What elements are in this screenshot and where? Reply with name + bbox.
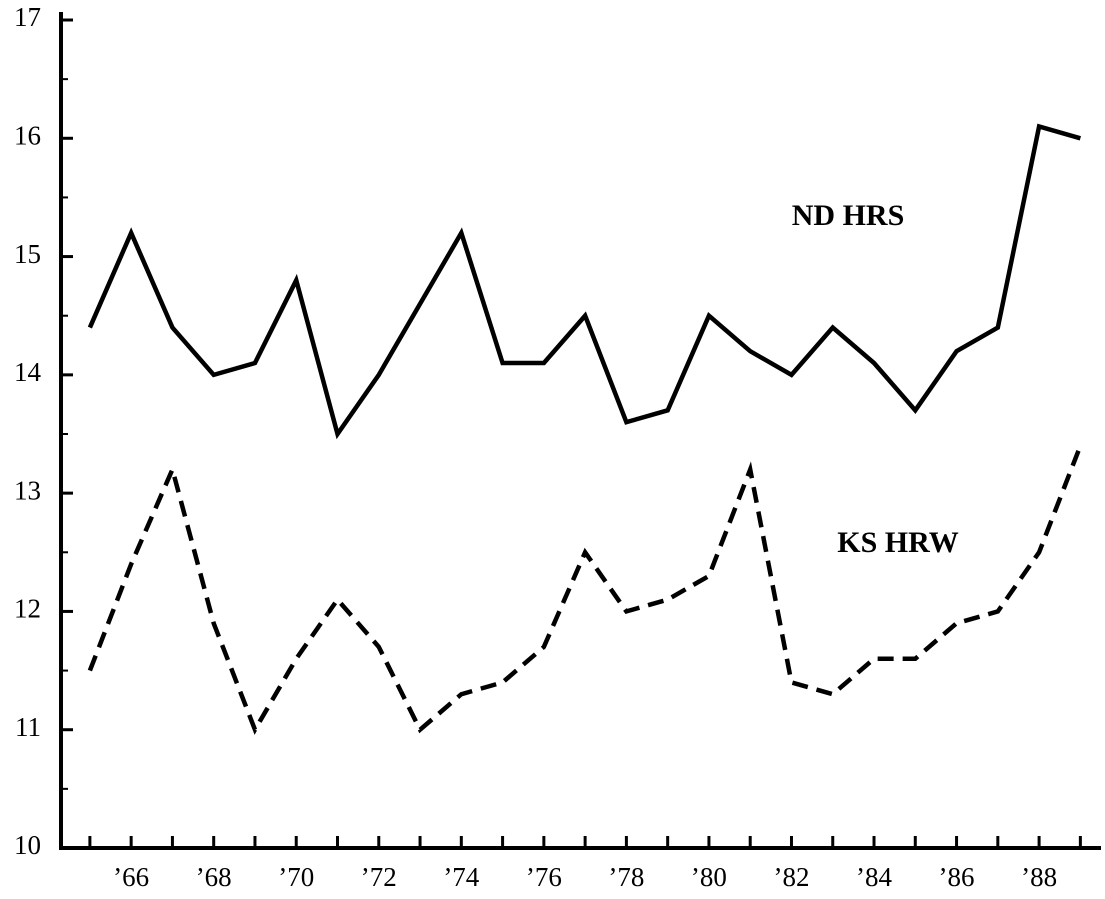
series-line	[87, 445, 1083, 735]
y-tick-label: 12	[14, 594, 41, 624]
x-tick-label: ’66	[113, 862, 149, 892]
x-tick-label: ’74	[443, 862, 479, 892]
x-tick-label: ’68	[196, 862, 232, 892]
series-label: ND HRS	[792, 199, 905, 232]
series-label: KS HRW	[837, 526, 958, 559]
y-tick-label: 16	[14, 120, 41, 150]
y-tick-label: 15	[14, 239, 41, 269]
x-tick-label: ’76	[526, 862, 562, 892]
x-tick-label: ’82	[773, 862, 809, 892]
y-tick-label: 13	[14, 475, 41, 505]
y-tick-label: 11	[15, 712, 41, 742]
y-tick-label: 17	[14, 2, 41, 32]
x-tick-label: ’84	[856, 862, 892, 892]
y-tick-label: 10	[14, 830, 41, 860]
x-tick-label: ’86	[939, 862, 975, 892]
y-tick-label: 14	[14, 357, 42, 387]
x-tick-label: ’88	[1021, 862, 1057, 892]
x-tick-label: ’70	[278, 862, 314, 892]
series-line	[87, 123, 1081, 440]
x-tick-label: ’80	[691, 862, 727, 892]
x-tick-label: ’72	[361, 862, 397, 892]
x-tick-label: ’78	[608, 862, 644, 892]
